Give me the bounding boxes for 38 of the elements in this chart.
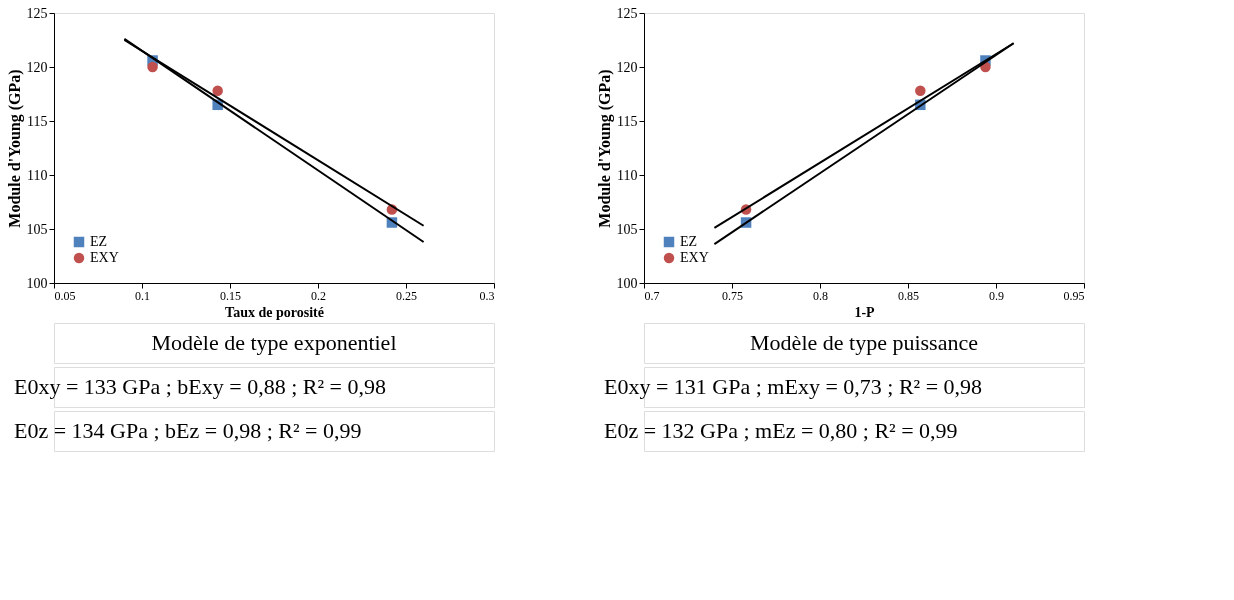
text: E0xy = 133 GPa ; bExy = 0,88 ; R² = 0,98	[14, 374, 386, 399]
y-tick-label: 105	[26, 221, 48, 237]
x-tick-label: 0.75	[722, 288, 743, 303]
y-tick-label: 100	[616, 275, 638, 291]
y-tick-label: 125	[616, 5, 638, 21]
x-tick-label: 0.05	[54, 288, 76, 303]
x-tick-label: 0.7	[644, 288, 660, 303]
x-axis-title: Taux de porosité	[225, 304, 324, 320]
legend-label: EZ	[680, 234, 698, 249]
text: E0z = 132 GPa ; mEz = 0,80 ; R² = 0,99	[604, 418, 958, 443]
x-tick-label: 0.95	[1063, 288, 1085, 303]
text: Modèle de type puissance	[750, 330, 978, 355]
legend-label: EXY	[680, 250, 709, 265]
text: E0xy = 131 GPa ; mExy = 0,73 ; R² = 0,98	[604, 374, 983, 399]
y-tick-label: 115	[617, 113, 638, 129]
x-tick-label: 0.3	[479, 288, 495, 303]
y-tick-label: 120	[26, 59, 48, 75]
x-tick-label: 0.9	[989, 288, 1004, 303]
y-tick-label: 120	[616, 59, 638, 75]
text: Modèle de type exponentiel	[151, 330, 397, 355]
y-tick-label: 110	[27, 167, 48, 183]
legend-label: EZ	[90, 234, 108, 249]
x-tick-label: 0.25	[396, 288, 417, 303]
x-tick-label: 0.8	[813, 288, 828, 303]
y-axis-title: Module d'Young (GPa)	[595, 69, 614, 228]
x-tick-label: 0.2	[311, 288, 326, 303]
legend-label: EXY	[90, 250, 119, 265]
y-tick-label: 115	[27, 113, 48, 129]
y-tick-label: 105	[616, 221, 638, 237]
y-tick-label: 110	[617, 167, 638, 183]
x-tick-label: 0.85	[898, 288, 919, 303]
x-tick-label: 0.15	[220, 288, 241, 303]
x-tick-label: 0.1	[135, 288, 150, 303]
y-tick-label: 100	[26, 275, 48, 291]
y-tick-label: 125	[26, 5, 48, 21]
y-axis-title: Module d'Young (GPa)	[5, 69, 24, 228]
x-axis-title: 1-P	[854, 304, 876, 320]
text: E0z = 134 GPa ; bEz = 0,98 ; R² = 0,99	[14, 418, 362, 443]
